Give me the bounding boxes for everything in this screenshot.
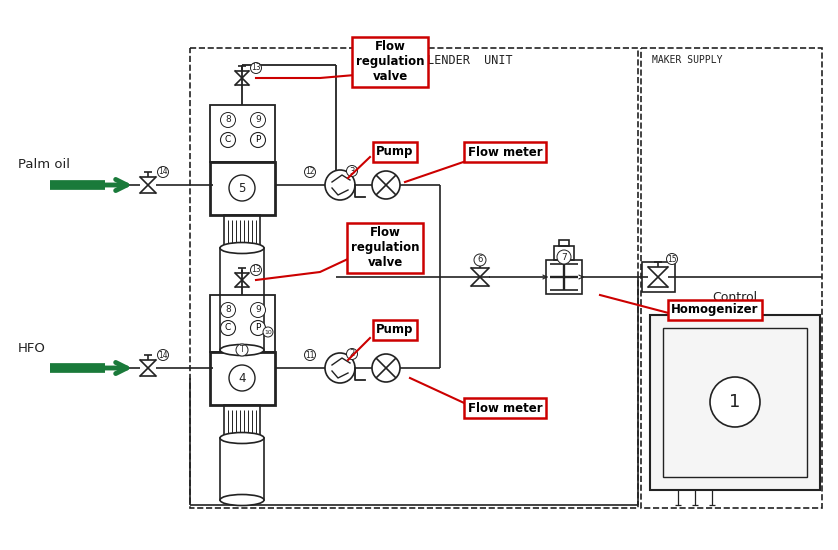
Circle shape <box>710 377 760 427</box>
Ellipse shape <box>220 344 264 355</box>
Text: C: C <box>225 135 231 145</box>
Text: 14: 14 <box>158 350 168 360</box>
Text: Control
panel: Control panel <box>712 291 758 319</box>
Circle shape <box>251 133 266 147</box>
Text: 4: 4 <box>238 371 246 384</box>
Circle shape <box>236 344 248 356</box>
Circle shape <box>220 133 235 147</box>
Text: 2: 2 <box>349 349 354 359</box>
Circle shape <box>346 349 358 360</box>
Circle shape <box>372 171 400 199</box>
Circle shape <box>251 113 266 128</box>
Text: 9: 9 <box>255 116 261 124</box>
Text: 10: 10 <box>264 329 272 334</box>
Circle shape <box>220 302 235 317</box>
Text: P: P <box>256 135 261 145</box>
Circle shape <box>304 167 315 178</box>
Text: 1: 1 <box>729 393 741 411</box>
Text: T: T <box>240 345 245 355</box>
Ellipse shape <box>220 243 264 254</box>
Circle shape <box>346 166 358 177</box>
Text: 13: 13 <box>251 63 261 73</box>
Circle shape <box>251 302 266 317</box>
Circle shape <box>251 265 261 276</box>
Text: Homogenizer: Homogenizer <box>671 304 758 316</box>
Circle shape <box>251 63 261 74</box>
Text: 6: 6 <box>478 256 483 265</box>
Text: 9: 9 <box>255 305 261 315</box>
Ellipse shape <box>220 432 264 443</box>
Circle shape <box>251 321 266 336</box>
Circle shape <box>325 170 355 200</box>
Circle shape <box>557 250 571 264</box>
Text: HFO: HFO <box>18 342 46 355</box>
Text: 13: 13 <box>251 266 261 274</box>
Polygon shape <box>650 315 820 490</box>
Text: BLENDER  UNIT: BLENDER UNIT <box>420 53 513 67</box>
Text: 7: 7 <box>561 252 566 261</box>
Circle shape <box>372 354 400 382</box>
Circle shape <box>263 327 273 337</box>
Text: Palm oil: Palm oil <box>18 158 70 172</box>
Text: 8: 8 <box>225 305 231 315</box>
Text: 8: 8 <box>225 116 231 124</box>
Circle shape <box>229 365 255 391</box>
Text: Flow
regulation
valve: Flow regulation valve <box>356 41 424 84</box>
Circle shape <box>220 321 235 336</box>
Circle shape <box>158 167 168 178</box>
Circle shape <box>325 353 355 383</box>
Circle shape <box>220 113 235 128</box>
Text: 5: 5 <box>238 182 246 195</box>
Text: Flow
regulation
valve: Flow regulation valve <box>351 227 419 270</box>
Text: 15: 15 <box>667 255 677 263</box>
Text: Pump: Pump <box>376 323 414 337</box>
Text: 12: 12 <box>305 168 315 177</box>
Text: Pump: Pump <box>376 146 414 158</box>
Circle shape <box>666 254 677 265</box>
Circle shape <box>474 254 486 266</box>
Circle shape <box>229 175 255 201</box>
Text: Flow meter: Flow meter <box>468 402 542 415</box>
Text: 3: 3 <box>349 167 354 175</box>
Text: C: C <box>225 323 231 333</box>
Circle shape <box>158 349 168 360</box>
Text: 14: 14 <box>158 168 168 177</box>
Text: P: P <box>256 323 261 333</box>
Text: Flow meter: Flow meter <box>468 146 542 158</box>
Text: MAKER SUPPLY: MAKER SUPPLY <box>652 55 722 65</box>
Circle shape <box>304 349 315 360</box>
Ellipse shape <box>220 494 264 505</box>
Text: 11: 11 <box>305 350 315 360</box>
